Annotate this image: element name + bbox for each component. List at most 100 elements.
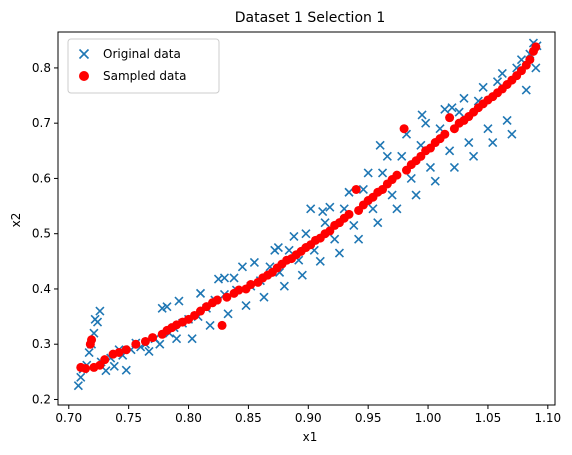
chart-title: Dataset 1 Selection 1 (235, 10, 386, 26)
data-point (131, 339, 141, 349)
data-point (273, 242, 283, 253)
data-point (318, 207, 328, 217)
data-point (483, 124, 493, 134)
data-point (525, 55, 535, 65)
data-point (212, 295, 222, 305)
x-tick-label: 1.05 (475, 411, 502, 425)
x-tick-label: 1.10 (534, 411, 561, 425)
data-point (81, 364, 91, 374)
data-point (279, 281, 289, 291)
data-point (84, 347, 94, 358)
data-point (187, 334, 197, 344)
x-tick-label: 0.95 (355, 411, 382, 425)
data-point (531, 42, 541, 52)
x-tick-label: 1.00 (415, 411, 442, 425)
data-point (229, 273, 239, 283)
data-point (114, 348, 124, 358)
data-point (87, 335, 97, 345)
data-point (425, 162, 436, 172)
plot-area (57, 31, 556, 406)
data-point (284, 245, 294, 255)
data-point (162, 302, 172, 312)
data-point (430, 176, 440, 186)
x-axis: 0.70 0.75 0.80 0.85 0.90 0.95 1.00 1.05 1.10 (55, 405, 561, 425)
data-point (375, 140, 385, 150)
data-point (373, 218, 383, 228)
data-point (217, 320, 227, 330)
data-point (234, 285, 244, 295)
data-point (392, 170, 402, 180)
x-tick-label: 0.75 (115, 411, 142, 425)
data-point (219, 273, 230, 283)
data-point (306, 204, 316, 214)
data-point (497, 68, 507, 79)
data-point (297, 270, 307, 280)
data-point (502, 115, 512, 125)
legend-item: Sampled data (79, 69, 186, 83)
data-point (368, 204, 378, 214)
legend-marker (78, 48, 90, 60)
data-point (488, 137, 498, 148)
data-point (76, 372, 86, 382)
data-point (399, 124, 409, 134)
data-point (464, 137, 474, 148)
data-point (447, 103, 457, 113)
data-point (445, 146, 455, 156)
data-point (454, 107, 464, 117)
data-point (354, 234, 364, 244)
data-point (392, 204, 402, 214)
data-point (140, 336, 150, 346)
data-point (521, 85, 531, 95)
data-point (478, 82, 488, 92)
y-tick-label: 0.2 (32, 392, 51, 406)
points-layer (73, 38, 542, 391)
data-point (315, 256, 325, 266)
data-point (90, 314, 100, 324)
data-point (440, 104, 450, 114)
legend-label: Sampled data (103, 69, 186, 83)
data-point (334, 248, 344, 258)
data-point (249, 257, 259, 267)
data-point (100, 355, 110, 365)
y-tick-label: 0.7 (32, 116, 51, 130)
legend-marker (79, 71, 89, 81)
data-point (445, 113, 455, 123)
data-point (417, 110, 427, 120)
series-2 (76, 42, 541, 374)
data-point (259, 292, 269, 302)
legend-label: Original data (103, 47, 181, 61)
data-point (377, 168, 388, 178)
data-point (205, 320, 215, 330)
data-point (344, 209, 354, 219)
data-point (349, 220, 359, 230)
data-point (507, 129, 517, 139)
x-tick-label: 0.90 (295, 411, 322, 425)
data-point (174, 296, 184, 306)
data-point (387, 190, 397, 200)
data-point (144, 346, 154, 356)
data-point (289, 231, 299, 242)
legend-box (67, 38, 220, 94)
data-point (468, 151, 479, 161)
data-point (440, 129, 450, 139)
data-point (109, 361, 119, 371)
data-point (301, 229, 311, 239)
y-tick-label: 0.8 (32, 61, 51, 75)
data-point (358, 184, 368, 195)
data-point (246, 280, 256, 290)
data-point (222, 292, 232, 302)
data-point (459, 93, 469, 103)
data-point (406, 173, 416, 184)
y-axis: 0.2 0.3 0.4 0.5 0.6 0.7 0.8 (32, 61, 58, 406)
data-point (344, 187, 354, 197)
data-point (411, 190, 421, 200)
data-point (397, 151, 407, 161)
x-axis-label: x1 (303, 430, 318, 444)
data-point (121, 345, 131, 355)
data-point (237, 262, 247, 272)
x-tick-label: 0.70 (55, 411, 82, 425)
y-tick-label: 0.6 (32, 171, 51, 185)
data-point (195, 288, 206, 298)
data-point (171, 334, 182, 344)
axes-frame (57, 31, 556, 406)
